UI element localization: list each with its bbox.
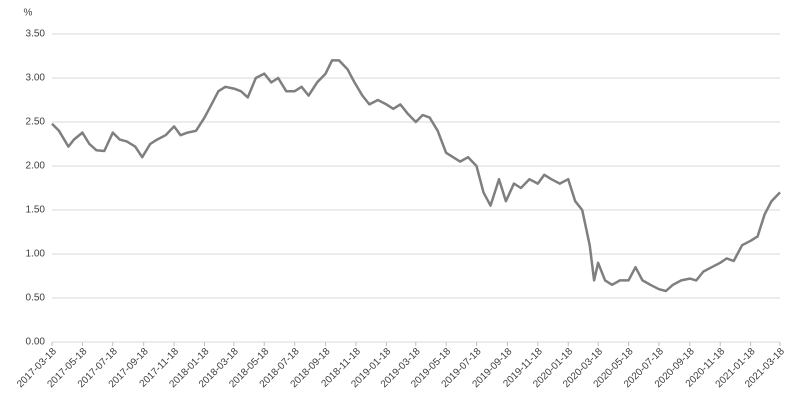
y-tick-label: 0.50 [26, 293, 46, 304]
y-tick-label: 2.50 [26, 117, 46, 128]
y-tick-label: 3.00 [26, 73, 46, 84]
y-tick-label: 1.50 [26, 205, 46, 216]
y-axis-unit: % [24, 8, 33, 19]
y-tick-label: 0.00 [26, 337, 46, 348]
y-tick-label: 2.00 [26, 161, 46, 172]
y-tick-label: 3.50 [26, 29, 46, 40]
y-tick-label: 1.00 [26, 249, 46, 260]
data-line [51, 59, 781, 293]
